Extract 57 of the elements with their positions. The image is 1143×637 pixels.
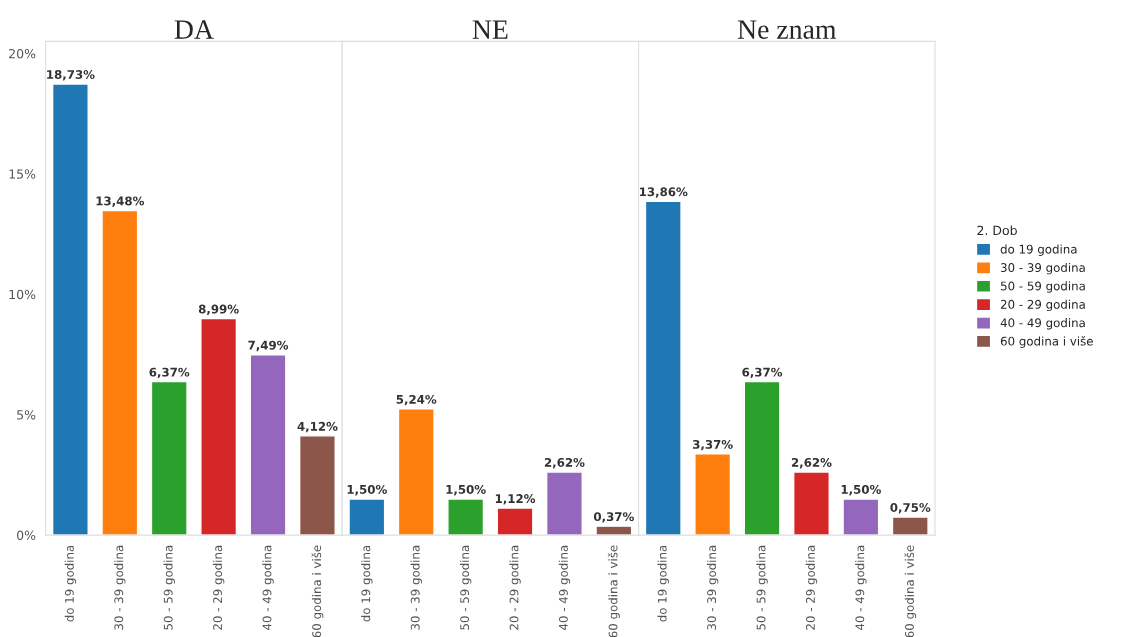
x-tick-label: do 19 godina [361,545,373,622]
chart-title: Ne znam [737,20,837,39]
legend-label: 60 godina i više [1000,335,1093,348]
bar [792,471,830,536]
data-label: 0,75% [890,503,931,514]
data-label: 2,62% [791,457,832,469]
data-label: 1,50% [841,484,881,496]
legend-title: 2. Dob [977,225,1017,236]
bar [644,200,682,536]
x-tick-label: 40 - 49 godina [558,545,571,630]
data-label: 0,37% [593,512,634,523]
legend-label: 20 - 29 godina [1000,299,1085,312]
x-tick-label: 30 - 39 godina [706,545,719,630]
y-tick-label: 0% [16,530,36,541]
bar [842,498,880,536]
x-tick-label: do 19 godina [64,545,77,622]
x-tick-label: 30 - 39 godina [114,545,126,630]
y-tick-label: 10% [9,289,36,300]
y-tick-label: 20% [9,48,36,59]
x-tick-label: 60 godina i više [904,545,917,637]
x-tick-label: 40 - 49 godina [262,545,274,630]
x-tick-label: 30 - 39 godina [410,545,422,630]
legend-label: 40 - 49 godina [1000,318,1085,330]
data-label: 1,12% [495,494,536,505]
data-label: 3,37% [692,439,733,451]
data-label: 1,50% [446,484,486,496]
data-label: 8,99% [198,304,239,316]
legend-label: 30 - 39 godina [1000,262,1085,275]
x-tick-label: 50 - 59 godina [163,545,175,630]
x-tick-label: 40 - 49 godina [855,545,867,630]
x-tick-label: 60 godina i više [311,545,324,637]
data-label: 1,50% [347,484,387,496]
data-label: 6,37% [742,367,783,379]
legend-label: 50 - 59 godina [1000,281,1085,293]
x-tick-label: do 19 godina [657,545,669,622]
data-label: 13,48% [96,196,145,207]
bar [694,453,732,536]
x-tick-label: 20 - 29 godina [805,545,818,630]
data-label: 6,37% [149,367,190,379]
x-tick-label: 20 - 29 godina [212,545,225,630]
x-tick-label: 20 - 29 godina [509,545,521,630]
bar [891,516,929,536]
y-tick-label: 5% [17,410,36,420]
x-tick-label: 50 - 59 godina [756,545,768,630]
data-label: 4,12% [297,421,338,433]
data-label: 5,24% [396,394,437,406]
y-tick-label: 15% [9,169,36,179]
bar [743,380,781,536]
data-label: 18,73% [47,70,95,81]
x-tick-label: 50 - 59 godina [459,545,472,630]
chart-title: NE [472,20,508,39]
chart-title: DA [174,20,214,39]
legend-label: do 19 godina [1000,244,1077,256]
data-label: 7,49% [248,340,289,352]
data-label: 13,86% [640,187,688,198]
x-tick-label: 60 godina i više [607,545,620,637]
data-label: 2,62% [544,457,585,469]
